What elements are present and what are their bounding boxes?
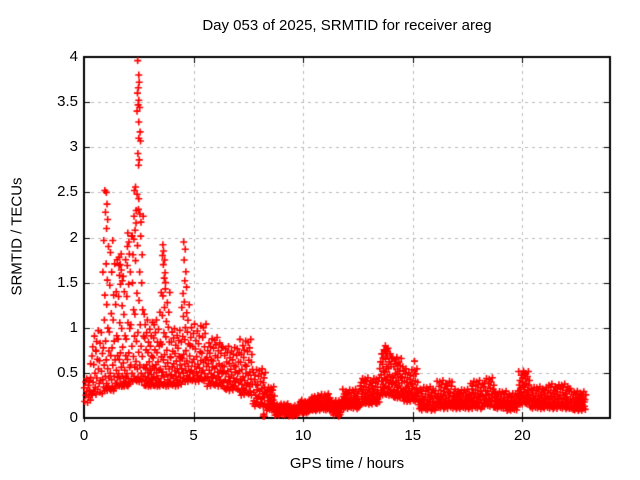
y-tick-label: 2.5: [57, 183, 78, 201]
y-tick-label: 0: [69, 409, 78, 426]
y-tick-label: 2: [69, 228, 78, 246]
y-tick-label: 3: [69, 138, 78, 156]
y-tick-label: 4: [69, 48, 78, 65]
x-axis-label: GPS time / hours: [289, 455, 405, 472]
y-tick-label: 0.5: [57, 363, 78, 381]
x-tick-label: 10: [294, 427, 312, 444]
x-tick-label: 5: [189, 427, 198, 444]
y-axis-label: SRMTID / TECUs: [8, 177, 26, 296]
y-tick-label: 3.5: [57, 93, 78, 111]
x-tick-label: 0: [79, 427, 89, 444]
x-tick-label: 20: [513, 427, 531, 444]
y-tick-label: 1: [69, 318, 78, 336]
chart-title: Day 053 of 2025, SRMTID for receiver are…: [202, 17, 492, 34]
y-tick-label: 1.5: [57, 273, 78, 291]
x-tick-label: 15: [404, 427, 422, 444]
